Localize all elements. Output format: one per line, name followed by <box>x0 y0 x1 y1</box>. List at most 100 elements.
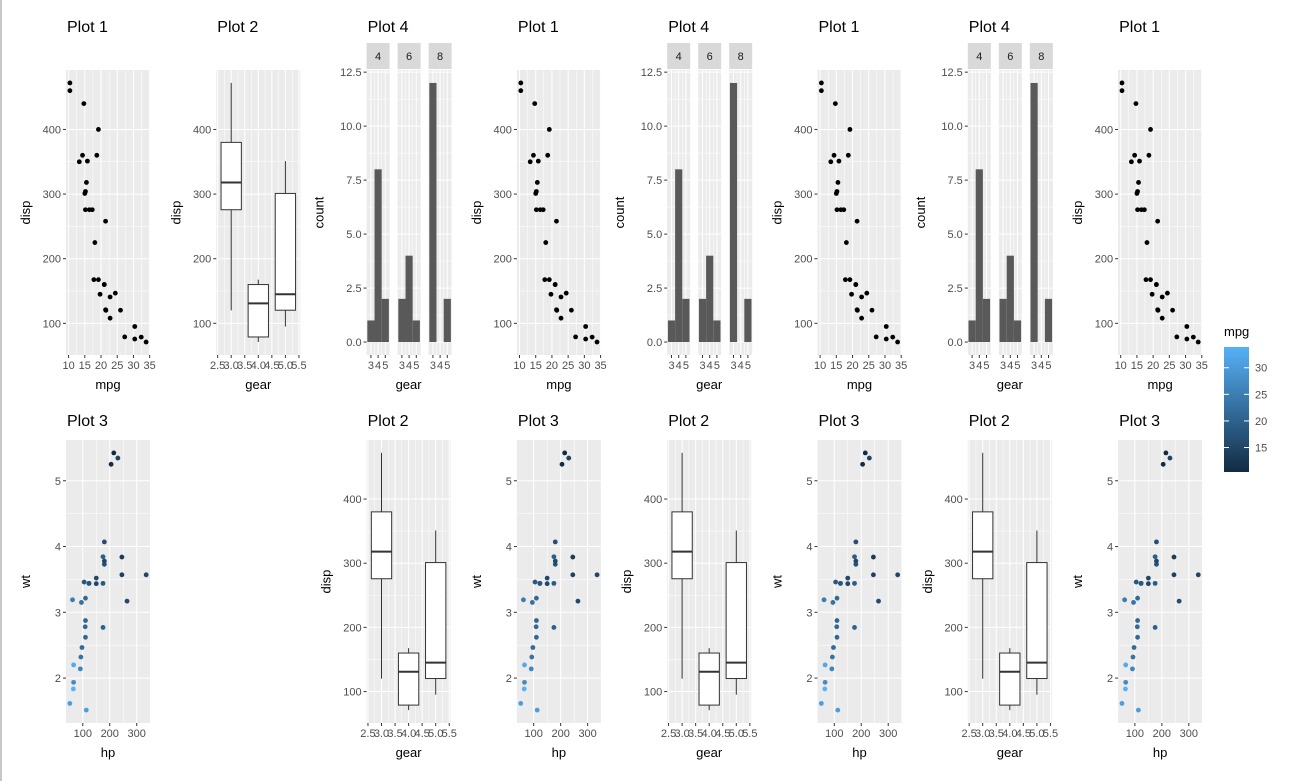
data-point <box>570 572 576 578</box>
legend-label: 20 <box>1255 416 1267 428</box>
data-point <box>545 152 551 158</box>
data-point <box>1119 701 1125 706</box>
data-point <box>1128 159 1134 165</box>
data-point <box>79 600 84 605</box>
data-point <box>862 450 868 456</box>
y-tick-label: 3 <box>1107 607 1113 619</box>
facet-strip <box>967 43 991 69</box>
histogram-bar <box>367 320 375 343</box>
data-point <box>143 339 149 345</box>
x-tick-label: 3 <box>699 360 705 372</box>
x-tick-label: 3 <box>969 360 975 372</box>
data-point <box>822 686 828 692</box>
data-point <box>842 277 848 283</box>
y-tick-label: 12.5 <box>340 67 361 79</box>
x-tick-label: 5.5 <box>742 728 757 740</box>
x-tick-label: 5.5 <box>442 728 457 740</box>
data-point <box>1141 207 1147 213</box>
data-point <box>558 315 564 321</box>
data-point <box>138 334 144 340</box>
plot-title: Plot 2 <box>368 413 409 430</box>
data-point <box>1154 558 1159 564</box>
x-axis-title: mpg <box>95 377 120 392</box>
box-iqr <box>671 511 693 580</box>
facet-strip-label: 8 <box>437 51 443 63</box>
facet-strip-label: 6 <box>707 51 713 63</box>
data-point <box>534 707 540 713</box>
histogram-bar <box>1030 82 1038 343</box>
data-point <box>546 277 552 283</box>
data-point <box>1135 707 1141 713</box>
x-tick-label: 25 <box>1163 360 1175 372</box>
x-tick-label: 30 <box>879 360 891 372</box>
data-point <box>1146 152 1152 158</box>
plot1-panel-r0-c5: Plot 1 100 200 300 400 disp 10 15 20 25 30 35 mpg <box>770 19 908 392</box>
facet-strip-label: 6 <box>406 51 412 63</box>
y-tick-label: 2 <box>806 673 812 685</box>
data-point <box>83 707 89 713</box>
data-point <box>521 686 527 692</box>
data-point <box>534 180 540 185</box>
data-point <box>78 654 84 660</box>
data-point <box>821 597 827 603</box>
data-point <box>529 654 535 660</box>
x-tick-label: 5.5 <box>291 360 306 372</box>
box-iqr <box>999 652 1021 706</box>
histogram-bar <box>999 298 1007 343</box>
x-tick-label: 5 <box>382 360 388 372</box>
x-tick-label: 100 <box>1126 728 1144 740</box>
data-point <box>554 307 559 313</box>
data-point <box>1184 336 1190 342</box>
data-point <box>1195 572 1201 578</box>
x-tick-label: 5.0 <box>278 360 293 372</box>
data-point <box>835 707 841 713</box>
x-axis-title: gear <box>696 377 723 392</box>
y-tick-label: 400 <box>193 124 211 136</box>
x-tick-label: 5 <box>1045 360 1051 372</box>
x-tick-label: 4.0 <box>702 728 717 740</box>
x-tick-label: 35 <box>594 360 606 372</box>
y-tick-label: 400 <box>494 124 512 136</box>
y-axis-title: count <box>612 196 627 228</box>
facet-strip-label: 4 <box>976 51 982 63</box>
data-point <box>829 666 835 672</box>
x-tick-label: 30 <box>127 360 139 372</box>
y-tick-label: 400 <box>1095 124 1113 136</box>
y-tick-label: 0.0 <box>647 337 662 349</box>
data-point <box>835 180 841 185</box>
facet-strip <box>1029 43 1053 69</box>
x-axis-title: hp <box>1153 745 1167 760</box>
data-point <box>83 595 88 601</box>
y-tick-label: 200 <box>644 622 662 634</box>
x-tick-label: 20 <box>1147 360 1159 372</box>
data-point <box>849 291 854 297</box>
plot-title: Plot 2 <box>668 413 709 430</box>
data-point <box>558 294 564 300</box>
facet-strip-label: 4 <box>676 51 682 63</box>
panel-background <box>1118 70 1203 355</box>
x-axis-title: mpg <box>546 377 571 392</box>
y-tick-label: 0.0 <box>346 337 361 349</box>
x-axis-title: hp <box>101 745 115 760</box>
data-point <box>830 600 836 605</box>
facet-strip <box>667 43 691 69</box>
plot-title: Plot 4 <box>668 19 709 36</box>
data-point <box>132 324 138 329</box>
data-point <box>843 240 849 245</box>
data-point <box>854 218 860 224</box>
panel-background <box>516 70 601 355</box>
data-point <box>552 282 558 287</box>
x-axis-title: mpg <box>847 377 872 392</box>
histogram-bar <box>729 82 738 343</box>
data-point <box>1133 101 1139 107</box>
histogram-bar <box>1006 255 1014 343</box>
legend-label: 15 <box>1255 443 1267 455</box>
data-point <box>1130 654 1136 660</box>
data-point <box>1159 315 1165 321</box>
data-point <box>101 282 107 287</box>
data-point <box>81 579 87 585</box>
data-point <box>551 625 557 630</box>
histogram-bar <box>374 169 382 343</box>
data-point <box>833 579 839 585</box>
y-tick-label: 3 <box>506 607 512 619</box>
